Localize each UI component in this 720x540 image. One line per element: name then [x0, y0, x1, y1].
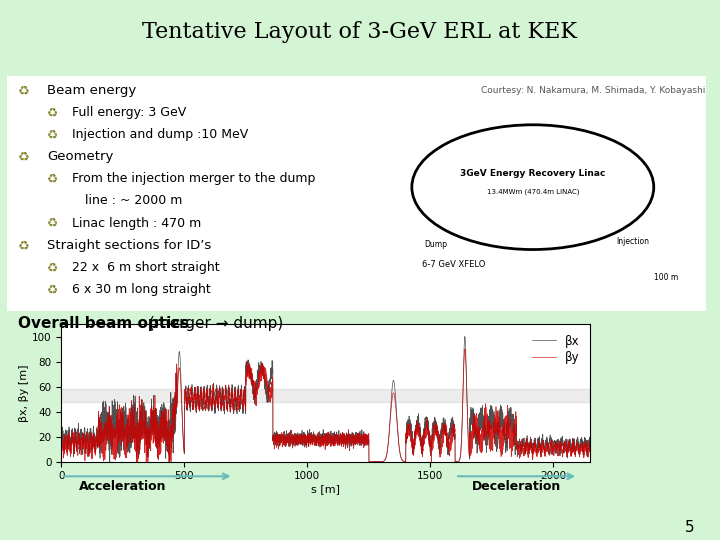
- Bar: [61, 389, 590, 402]
- Text: Straight sections for ID’s: Straight sections for ID’s: [47, 239, 211, 252]
- Text: 13.4MWm (470.4m LINAC): 13.4MWm (470.4m LINAC): [487, 188, 579, 195]
- Text: Full energy: 3 GeV: Full energy: 3 GeV: [72, 106, 186, 119]
- Text: ♻: ♻: [47, 128, 58, 141]
- Text: ♻: ♻: [18, 150, 30, 163]
- Text: 22 x  6 m short straight: 22 x 6 m short straight: [72, 261, 220, 274]
- Text: Injection and dump :10 MeV: Injection and dump :10 MeV: [72, 128, 248, 141]
- βy: [461, 346, 469, 352]
- βy: [449, 428, 458, 435]
- Line: βx: βx: [61, 336, 590, 462]
- Text: Courtesy: N. Nakamura, M. Shimada, Y. Kobayashi: Courtesy: N. Nakamura, M. Shimada, Y. Ko…: [481, 86, 706, 96]
- βx: [84, 434, 92, 440]
- Text: 3GeV Energy Recovery Linac: 3GeV Energy Recovery Linac: [460, 169, 606, 178]
- βx: [370, 458, 379, 465]
- Text: ♻: ♻: [18, 239, 30, 252]
- βy: [57, 433, 66, 439]
- Text: Beam energy: Beam energy: [47, 84, 136, 97]
- βy: [132, 458, 141, 465]
- βx: [449, 429, 458, 436]
- Text: Deceleration: Deceleration: [472, 480, 561, 492]
- Line: βy: βy: [61, 349, 590, 462]
- βy: [84, 445, 92, 451]
- Legend: βx, βy: βx, βy: [527, 330, 585, 369]
- Text: From the injection merger to the dump: From the injection merger to the dump: [72, 172, 315, 185]
- βx: [393, 424, 402, 431]
- βy: [393, 426, 402, 433]
- Text: 100 m: 100 m: [654, 273, 678, 282]
- βy: [370, 458, 379, 465]
- βx: [586, 444, 595, 450]
- βy: [586, 441, 595, 448]
- Text: Geometry: Geometry: [47, 150, 113, 163]
- Text: ♻: ♻: [47, 217, 58, 230]
- Text: Injection: Injection: [616, 237, 649, 246]
- Text: Dump: Dump: [425, 240, 448, 249]
- Text: ♻: ♻: [47, 283, 58, 296]
- βx: [477, 414, 486, 421]
- Text: ♻: ♻: [18, 84, 30, 97]
- Text: line : ~ 2000 m: line : ~ 2000 m: [85, 194, 182, 207]
- Text: ♻: ♻: [47, 261, 58, 274]
- βx: [248, 383, 257, 390]
- Text: 5: 5: [685, 519, 695, 535]
- βy: [248, 382, 257, 388]
- Text: Tentative Layout of 3-GeV ERL at KEK: Tentative Layout of 3-GeV ERL at KEK: [143, 21, 577, 43]
- Y-axis label: βx, βy [m]: βx, βy [m]: [19, 364, 29, 422]
- Text: ♻: ♻: [47, 172, 58, 185]
- Text: Linac length : 470 m: Linac length : 470 m: [72, 217, 202, 230]
- Text: (merger → dump): (merger → dump): [144, 316, 283, 331]
- X-axis label: s [m]: s [m]: [311, 484, 341, 494]
- βx: [105, 458, 114, 465]
- Text: Overall beam optics: Overall beam optics: [18, 316, 189, 331]
- βy: [477, 427, 486, 433]
- Text: 6 x 30 m long straight: 6 x 30 m long straight: [72, 283, 211, 296]
- Text: 6-7 GeV XFELO: 6-7 GeV XFELO: [422, 260, 485, 269]
- βx: [461, 333, 469, 340]
- Text: ♻: ♻: [47, 106, 58, 119]
- βx: [57, 450, 66, 456]
- Text: Acceleration: Acceleration: [79, 480, 166, 492]
